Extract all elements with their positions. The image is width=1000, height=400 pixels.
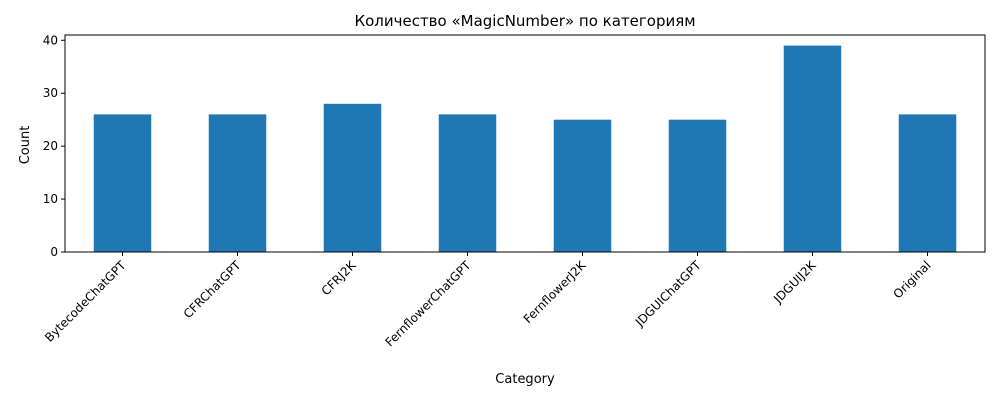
y-tick-label: 40 bbox=[43, 33, 58, 47]
x-tick-label: CFRChatGPT bbox=[181, 258, 244, 321]
y-axis-ticks: 0 10 20 30 40 bbox=[43, 33, 65, 259]
y-tick-label: 20 bbox=[43, 139, 58, 153]
x-tick-label: Original bbox=[891, 258, 934, 301]
y-tick-label: 30 bbox=[43, 86, 58, 100]
bar-BytecodeChatGPT bbox=[93, 114, 152, 252]
x-tick-label: FernflowerJ2K bbox=[521, 257, 590, 326]
x-tick-label: JDGUIChatGPT bbox=[632, 258, 704, 330]
chart-title: Количество «MagicNumber» по категориям bbox=[354, 12, 695, 30]
y-tick-label: 0 bbox=[50, 245, 58, 259]
x-tick-label: JDGUIJ2K bbox=[770, 257, 819, 306]
x-axis-label: Category bbox=[495, 372, 555, 387]
bars-group bbox=[93, 45, 957, 253]
bar-FernflowerChatGPT bbox=[438, 114, 497, 252]
bar-Original bbox=[898, 114, 957, 252]
x-tick-label: BytecodeChatGPT bbox=[42, 258, 129, 345]
bar-CFRChatGPT bbox=[208, 114, 267, 252]
plot-frame bbox=[64, 34, 986, 253]
x-axis-ticks: BytecodeChatGPT CFRChatGPT CFRJ2K Fernflowe… bbox=[42, 252, 934, 350]
x-tick-label: CFRJ2K bbox=[319, 257, 360, 298]
bar-JDGUIChatGPT bbox=[668, 119, 727, 253]
y-axis-label: Count bbox=[18, 126, 33, 165]
x-tick-label: FernflowerChatGPT bbox=[382, 258, 474, 350]
y-tick-label: 10 bbox=[43, 192, 58, 206]
bar-FernflowerJ2K bbox=[553, 119, 612, 253]
bar-CFRJ2K bbox=[323, 103, 382, 253]
bar-JDGUIJ2K bbox=[783, 45, 842, 253]
